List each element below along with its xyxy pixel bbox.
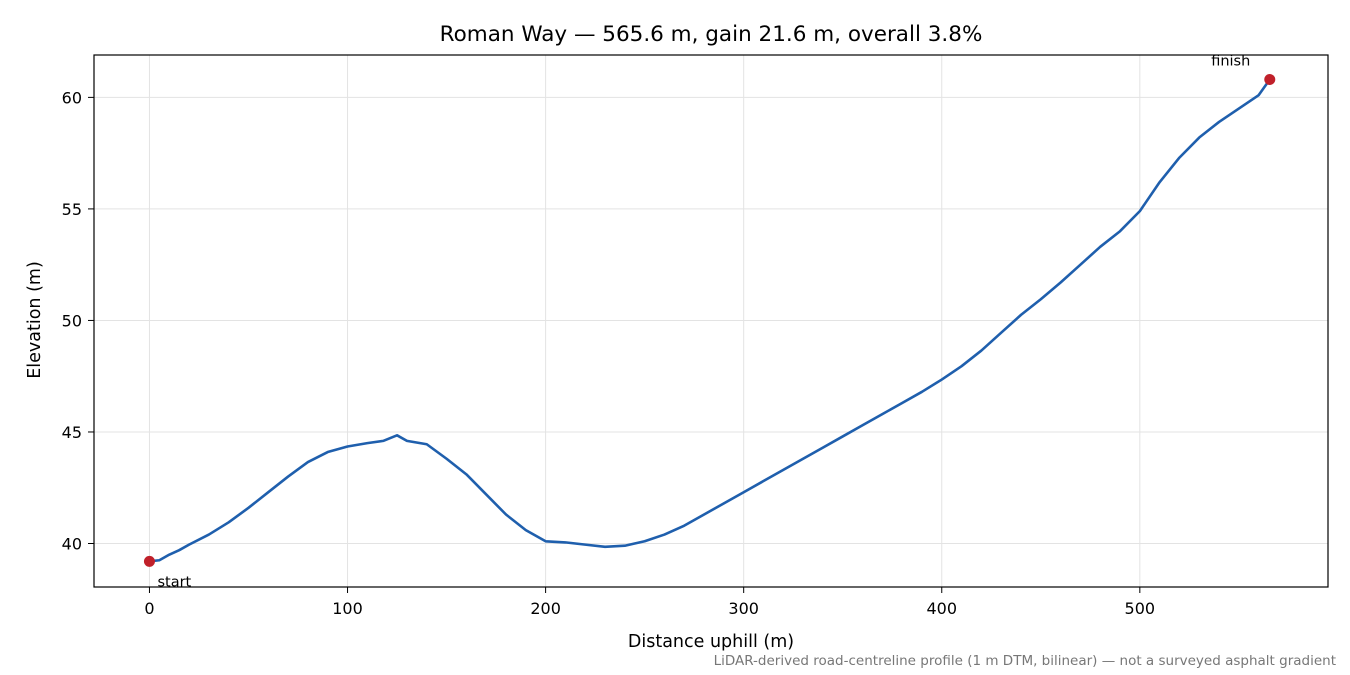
start-annotation: start bbox=[157, 574, 191, 590]
x-axis-label: Distance uphill (m) bbox=[628, 632, 794, 652]
marker-layer bbox=[143, 74, 1276, 567]
y-tick-label: 40 bbox=[62, 535, 82, 554]
x-tick-label: 0 bbox=[144, 599, 154, 618]
x-tick-label: 300 bbox=[728, 599, 759, 618]
y-axis-label: Elevation (m) bbox=[25, 261, 45, 379]
x-tick-label: 100 bbox=[332, 599, 363, 618]
start-marker bbox=[143, 555, 155, 567]
x-tick-label: 400 bbox=[926, 599, 957, 618]
x-tick-label: 200 bbox=[530, 599, 561, 618]
elevation-line bbox=[148, 78, 1272, 563]
y-tick-label: 55 bbox=[62, 200, 82, 219]
axes-layer bbox=[93, 54, 1329, 588]
finish-marker bbox=[1264, 74, 1276, 86]
y-tick-label: 50 bbox=[62, 311, 82, 330]
footnote: LiDAR-derived road-centreline profile (1… bbox=[714, 653, 1336, 669]
x-tick-label: 500 bbox=[1125, 599, 1156, 618]
line-layer bbox=[148, 78, 1272, 563]
finish-annotation: finish bbox=[1211, 54, 1250, 70]
chart-title: Roman Way — 565.6 m, gain 21.6 m, overal… bbox=[440, 22, 983, 47]
plot-frame bbox=[93, 54, 1329, 588]
grid-layer bbox=[94, 55, 1328, 587]
y-tick-label: 60 bbox=[62, 88, 82, 107]
tick-layer: 0 100 200 300 400 500 40 45 50 55 60 bbox=[62, 88, 1155, 618]
y-tick-label: 45 bbox=[62, 423, 82, 442]
